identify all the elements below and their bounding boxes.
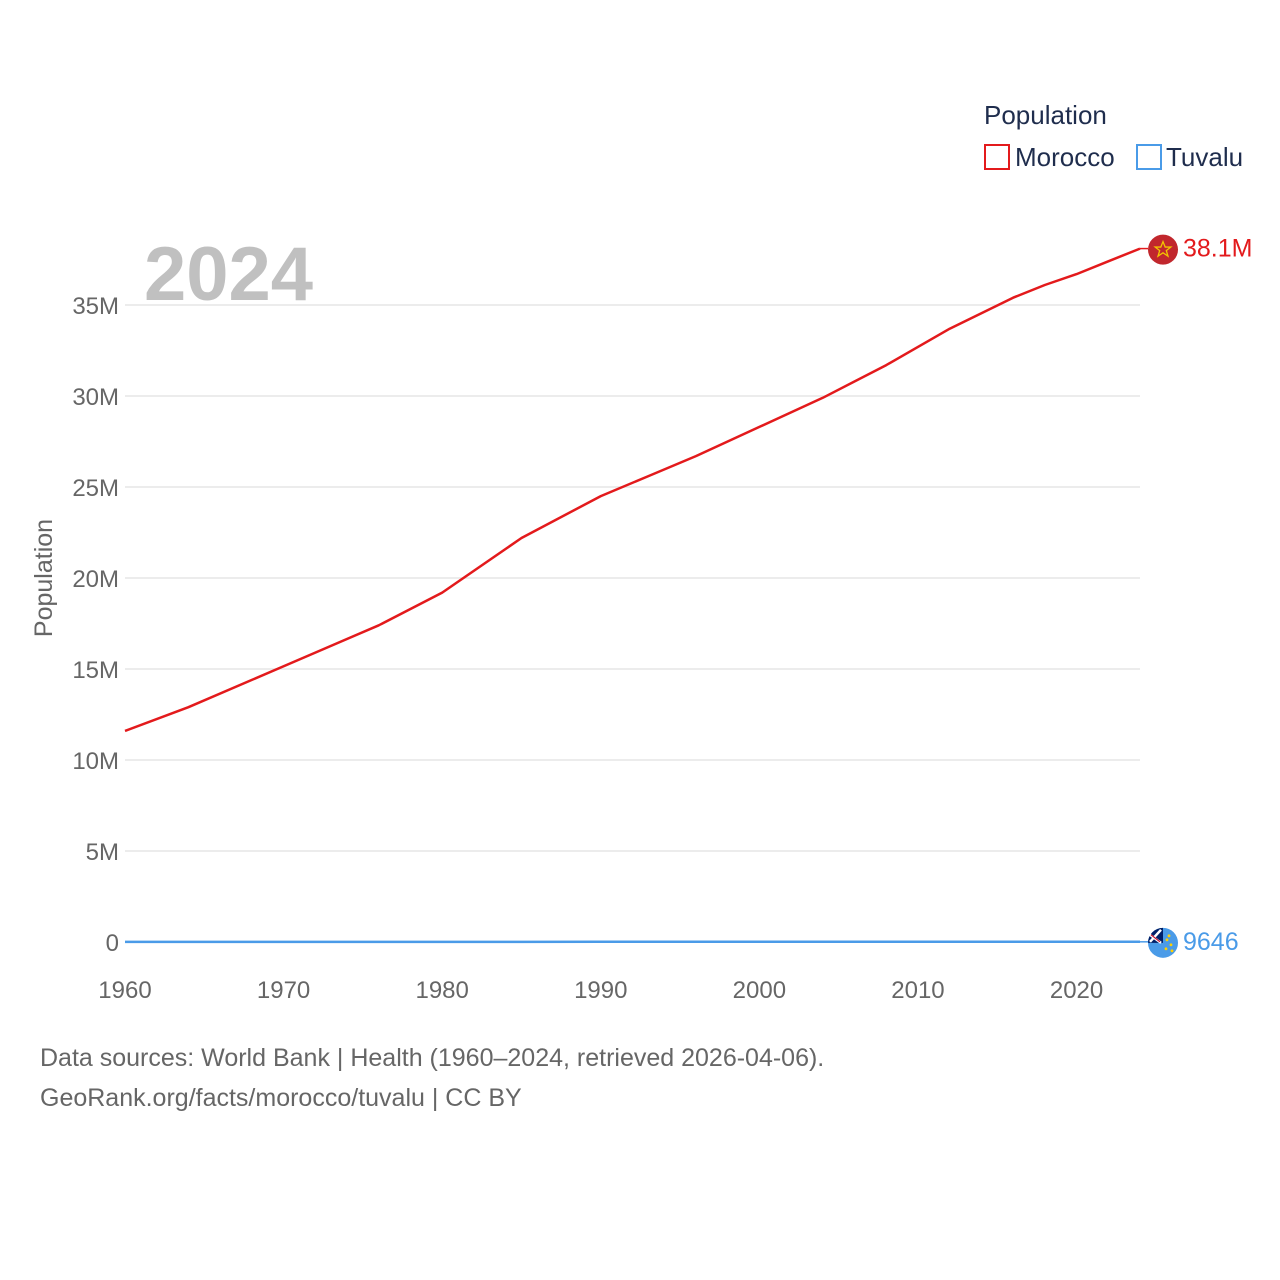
x-tick-1960: 1960	[98, 977, 151, 1004]
legend-item-morocco[interactable]: Morocco	[984, 142, 1115, 172]
legend-swatch-tuvalu	[1136, 144, 1162, 170]
legend-swatch-morocco	[984, 144, 1010, 170]
x-tick-2000: 2000	[733, 977, 786, 1004]
end-label-tuvalu: 9646	[1183, 928, 1239, 956]
y-tick-10m: 10M	[72, 748, 119, 775]
series-lines	[124, 247, 1141, 944]
data-source-note: Data sources: World Bank | Health (1960–…	[40, 1044, 825, 1072]
y-tick-30m: 30M	[72, 384, 119, 411]
x-tick-1980: 1980	[415, 977, 468, 1004]
x-tick-2010: 2010	[891, 977, 944, 1004]
legend: Population Morocco Tuvalu	[984, 100, 1243, 172]
legend-label-tuvalu: Tuvalu	[1166, 142, 1243, 172]
legend-item-tuvalu[interactable]: Tuvalu	[1136, 142, 1243, 172]
y-axis-ticks: 0 5M 10M 15M 20M 25M 30M 35M	[72, 293, 119, 957]
series-endpoints: 38.1M 9646	[1140, 235, 1252, 958]
x-axis-ticks: 1960 1970 1980 1990 2000 2010 2020	[98, 977, 1103, 1004]
end-label-morocco: 38.1M	[1183, 235, 1252, 263]
y-tick-0: 0	[106, 930, 119, 957]
tuvalu-flag-icon	[1148, 927, 1178, 958]
y-axis-label: Population	[30, 519, 58, 637]
x-tick-1970: 1970	[257, 977, 310, 1004]
series-line-morocco[interactable]	[124, 247, 1141, 733]
y-tick-5m: 5M	[86, 839, 119, 866]
legend-label-morocco: Morocco	[1015, 142, 1115, 172]
credit-link[interactable]: GeoRank.org/facts/morocco/tuvalu | CC BY	[40, 1084, 522, 1112]
y-tick-35m: 35M	[72, 293, 119, 320]
year-watermark: 2024	[144, 232, 313, 317]
gridlines	[125, 304, 1140, 943]
y-tick-20m: 20M	[72, 566, 119, 593]
morocco-flag-icon	[1148, 234, 1178, 265]
y-tick-25m: 25M	[72, 475, 119, 502]
y-tick-15m: 15M	[72, 657, 119, 684]
x-tick-2020: 2020	[1050, 977, 1103, 1004]
legend-title: Population	[984, 100, 1107, 130]
x-tick-1990: 1990	[574, 977, 627, 1004]
